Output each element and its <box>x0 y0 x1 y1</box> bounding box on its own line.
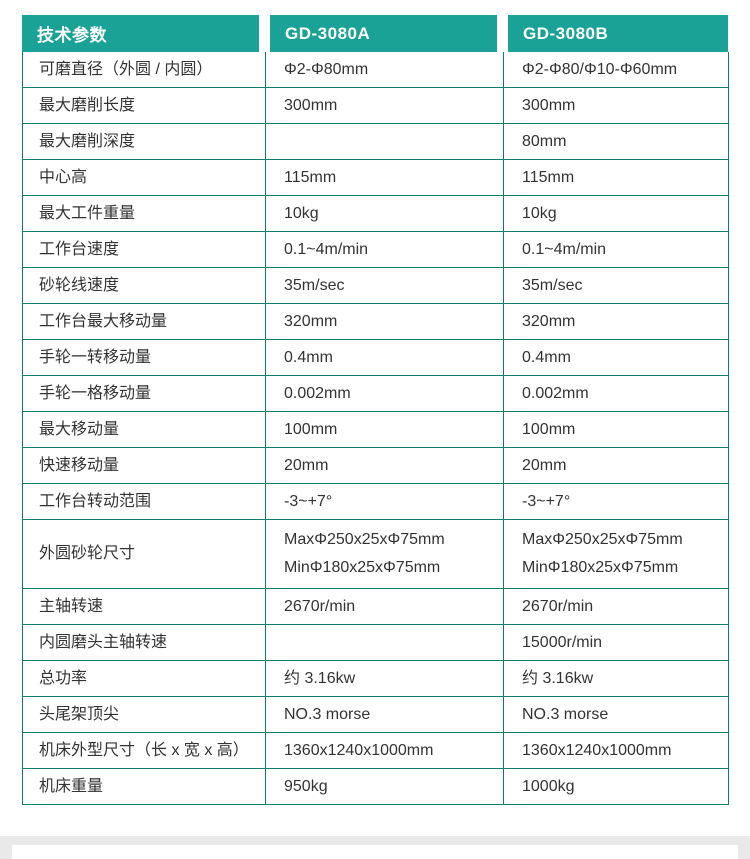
row-label: 最大工件重量 <box>22 195 266 232</box>
row-label: 工作台最大移动量 <box>22 303 266 340</box>
row-value-gd3080a: MaxΦ250x25xΦ75mm MinΦ180x25xΦ75mm <box>265 519 504 589</box>
row-value-gd3080b: 115mm <box>503 159 729 196</box>
row-label: 手轮一格移动量 <box>22 375 266 412</box>
row-value-gd3080b: 300mm <box>503 87 729 124</box>
table-row: 最大磨削长度 300mm 300mm <box>22 87 729 124</box>
table-row: 内圆磨头主轴转速 15000r/min <box>22 624 729 661</box>
row-value-gd3080a: 1360x1240x1000mm <box>265 732 504 769</box>
spec-table: 技术参数 GD-3080A GD-3080B 可磨直径（外圆 / 内圆） Φ2-… <box>22 15 729 805</box>
row-label: 机床外型尺寸（长 x 宽 x 高） <box>22 732 266 769</box>
row-value-gd3080a: 115mm <box>265 159 504 196</box>
table-row: 手轮一格移动量 0.002mm 0.002mm <box>22 375 729 412</box>
row-value-gd3080b: 15000r/min <box>503 624 729 661</box>
page-bottom-band <box>0 836 750 859</box>
spec-table-body: 可磨直径（外圆 / 内圆） Φ2-Φ80mm Φ2-Φ80/Φ10-Φ60mm … <box>22 52 729 805</box>
row-value-gd3080b: 1000kg <box>503 768 729 805</box>
row-value-gd3080b: 0.002mm <box>503 375 729 412</box>
table-row: 工作台最大移动量 320mm 320mm <box>22 303 729 340</box>
table-row: 总功率 约 3.16kw 约 3.16kw <box>22 660 729 697</box>
table-row: 最大移动量 100mm 100mm <box>22 411 729 448</box>
row-value-gd3080b: NO.3 morse <box>503 696 729 733</box>
row-label: 最大磨削深度 <box>22 123 266 160</box>
row-value-gd3080b: 1360x1240x1000mm <box>503 732 729 769</box>
row-value-gd3080a: 0.002mm <box>265 375 504 412</box>
row-value-gd3080b: 80mm <box>503 123 729 160</box>
row-value-gd3080b: MaxΦ250x25xΦ75mm MinΦ180x25xΦ75mm <box>503 519 729 589</box>
row-label: 总功率 <box>22 660 266 697</box>
row-label: 头尾架顶尖 <box>22 696 266 733</box>
row-value-gd3080b: 20mm <box>503 447 729 484</box>
row-value-gd3080a: -3~+7° <box>265 483 504 520</box>
row-label: 砂轮线速度 <box>22 267 266 304</box>
row-label: 主轴转速 <box>22 588 266 625</box>
table-row: 最大磨削深度 80mm <box>22 123 729 160</box>
row-value-gd3080a: 0.4mm <box>265 339 504 376</box>
row-label: 外圆砂轮尺寸 <box>22 519 266 589</box>
row-value-gd3080b: 320mm <box>503 303 729 340</box>
table-row: 砂轮线速度 35m/sec 35m/sec <box>22 267 729 304</box>
row-value-gd3080a: 35m/sec <box>265 267 504 304</box>
row-value-gd3080a: 约 3.16kw <box>265 660 504 697</box>
row-value-gd3080a: 20mm <box>265 447 504 484</box>
table-row: 机床外型尺寸（长 x 宽 x 高） 1360x1240x1000mm 1360x… <box>22 732 729 769</box>
row-value-gd3080a: 2670r/min <box>265 588 504 625</box>
table-row: 工作台速度 0.1~4m/min 0.1~4m/min <box>22 231 729 268</box>
row-label: 中心高 <box>22 159 266 196</box>
row-value-gd3080a: 950kg <box>265 768 504 805</box>
row-label: 快速移动量 <box>22 447 266 484</box>
row-label: 内圆磨头主轴转速 <box>22 624 266 661</box>
row-value-gd3080a: 10kg <box>265 195 504 232</box>
row-value-gd3080b: -3~+7° <box>503 483 729 520</box>
row-value-gd3080b: 10kg <box>503 195 729 232</box>
row-value-gd3080a <box>265 624 504 661</box>
row-label: 最大移动量 <box>22 411 266 448</box>
table-row: 外圆砂轮尺寸 MaxΦ250x25xΦ75mm MinΦ180x25xΦ75mm… <box>22 519 729 589</box>
row-value-gd3080a <box>265 123 504 160</box>
table-row: 主轴转速 2670r/min 2670r/min <box>22 588 729 625</box>
row-value-gd3080b: 35m/sec <box>503 267 729 304</box>
table-row: 中心高 115mm 115mm <box>22 159 729 196</box>
row-value-gd3080a: 300mm <box>265 87 504 124</box>
row-value-gd3080a: 100mm <box>265 411 504 448</box>
row-label: 最大磨削长度 <box>22 87 266 124</box>
table-row: 工作台转动范围 -3~+7° -3~+7° <box>22 483 729 520</box>
table-row: 手轮一转移动量 0.4mm 0.4mm <box>22 339 729 376</box>
row-value-gd3080a: NO.3 morse <box>265 696 504 733</box>
header-cell-parameters: 技术参数 <box>22 15 259 52</box>
row-value-gd3080a: 0.1~4m/min <box>265 231 504 268</box>
table-row: 快速移动量 20mm 20mm <box>22 447 729 484</box>
row-value-gd3080b: 100mm <box>503 411 729 448</box>
row-label: 工作台转动范围 <box>22 483 266 520</box>
row-label: 可磨直径（外圆 / 内圆） <box>22 52 266 88</box>
next-section-card <box>12 845 738 859</box>
row-value-gd3080b: 0.1~4m/min <box>503 231 729 268</box>
header-cell-model-a: GD-3080A <box>270 15 497 52</box>
row-label: 手轮一转移动量 <box>22 339 266 376</box>
table-row: 最大工件重量 10kg 10kg <box>22 195 729 232</box>
header-cell-model-b: GD-3080B <box>508 15 728 52</box>
table-row: 可磨直径（外圆 / 内圆） Φ2-Φ80mm Φ2-Φ80/Φ10-Φ60mm <box>22 52 729 88</box>
row-value-gd3080b: 2670r/min <box>503 588 729 625</box>
row-label: 工作台速度 <box>22 231 266 268</box>
row-value-gd3080a: Φ2-Φ80mm <box>265 52 504 88</box>
row-value-gd3080b: Φ2-Φ80/Φ10-Φ60mm <box>503 52 729 88</box>
row-label: 机床重量 <box>22 768 266 805</box>
row-value-gd3080b: 约 3.16kw <box>503 660 729 697</box>
row-value-gd3080b: 0.4mm <box>503 339 729 376</box>
table-row: 机床重量 950kg 1000kg <box>22 768 729 805</box>
spec-table-header: 技术参数 GD-3080A GD-3080B <box>22 15 728 52</box>
row-value-gd3080a: 320mm <box>265 303 504 340</box>
table-row: 头尾架顶尖 NO.3 morse NO.3 morse <box>22 696 729 733</box>
